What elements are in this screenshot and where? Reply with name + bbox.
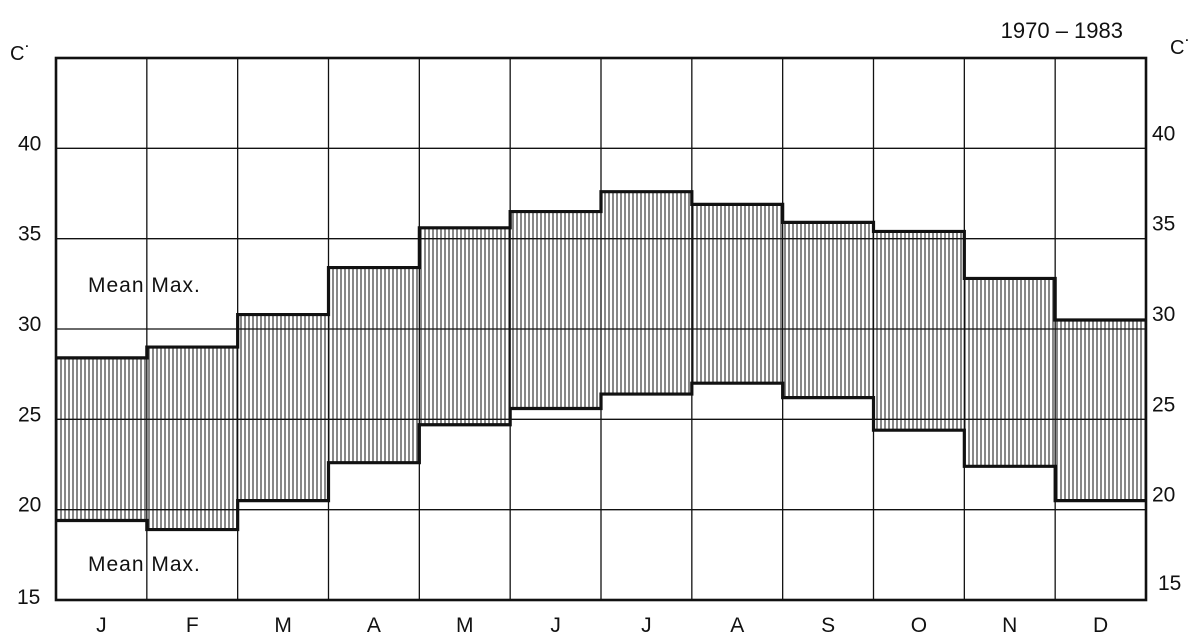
y-tick-left: 30 [18,313,41,336]
y-tick-right: 20 [1152,484,1175,507]
y-tick-left: 15 [17,586,40,609]
y-tick-left: 25 [18,403,41,426]
band-M-4 [419,227,511,425]
series-lines [56,190,1146,532]
y-tick-right: 30 [1152,303,1175,326]
series-upper-line [56,190,1146,360]
band-J-6 [601,191,692,395]
x-tick-label: O [911,614,927,637]
plot-frame [54,56,1148,602]
x-tick-label: A [730,614,744,637]
band-S-8 [782,222,874,398]
x-tick-label: J [550,614,561,637]
x-tick-label: N [1002,614,1017,637]
band-A-7 [691,204,783,384]
band-F-1 [146,347,238,530]
band-A-3 [328,267,420,463]
y-tick-right: 15 [1158,572,1181,595]
y-tick-right: 35 [1152,213,1175,236]
band-N-10 [964,278,1056,467]
y-tick-left: 35 [18,223,41,246]
y-tick-left: 40 [18,132,41,155]
chart-title: 1970 – 1983 [1001,18,1123,43]
x-tick-label: M [456,614,474,637]
y-tick-left: 20 [18,494,41,517]
x-tick-label: M [274,614,292,637]
band-J-5 [510,211,601,409]
x-tick-label: S [821,614,835,637]
range-band [56,191,1146,530]
y-tick-right: 25 [1152,393,1175,416]
labels: 15 15 20 20 25 25 30 30 35 35 40 40 J F M A M J J A S O N D [17,122,1181,637]
x-tick-label: J [96,614,107,637]
x-tick-label: A [367,614,381,637]
x-tick-label: D [1093,614,1108,637]
x-tick-label: J [641,614,652,637]
series-label-lower: Mean Max. [88,553,201,576]
y-tick-right: 40 [1152,122,1175,145]
y-axis-unit-right: C˙ [1170,37,1191,59]
x-tick-label: F [186,614,199,637]
band-J-0 [56,357,147,521]
band-M-2 [237,314,329,501]
series-lower-line [56,381,1146,532]
y-axis-unit-left: C˙ [10,43,31,65]
band-O-9 [873,231,965,431]
band-D-11 [1055,319,1146,501]
series-label-upper: Mean Max. [88,274,201,297]
